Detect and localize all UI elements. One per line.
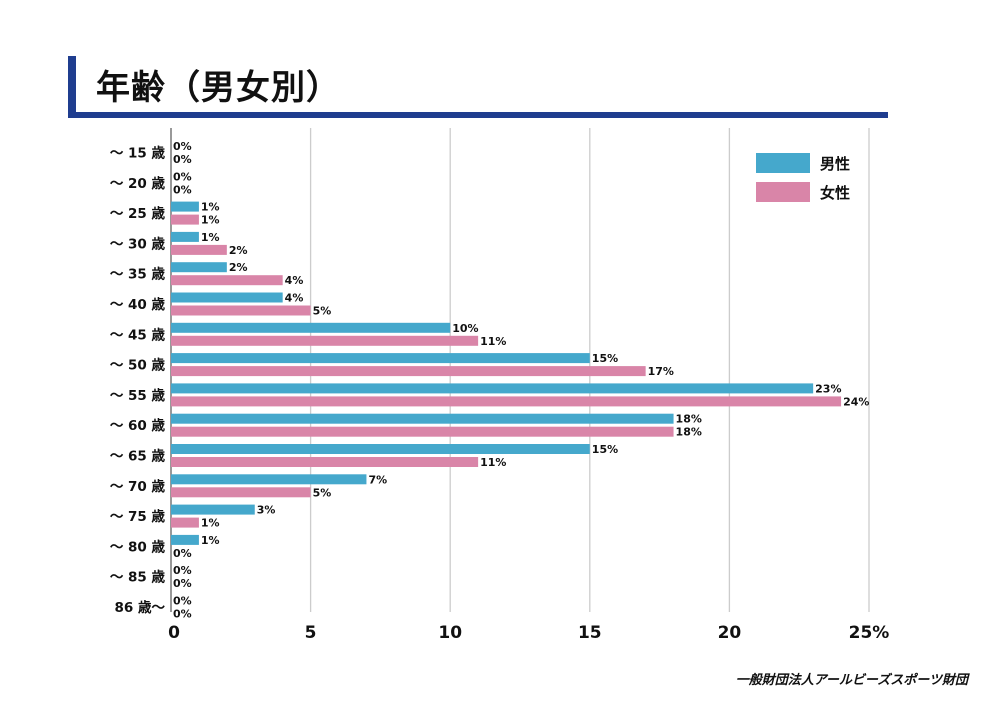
y-category-label: ～ 45 歳 bbox=[110, 326, 166, 343]
y-category-label: ～ 65 歳 bbox=[110, 448, 166, 465]
x-tick-label: 20 bbox=[718, 623, 742, 643]
bar-male bbox=[171, 444, 590, 454]
data-label: 0% bbox=[173, 595, 192, 608]
chart-title-area: 年齢（男女別） bbox=[68, 56, 888, 120]
bar-female bbox=[171, 305, 311, 316]
legend-label-male: 男性 bbox=[820, 155, 850, 173]
bar-female bbox=[171, 517, 199, 528]
legend-swatch-male bbox=[756, 153, 810, 173]
data-label: 1% bbox=[201, 231, 220, 244]
y-category-label: ～ 75 歳 bbox=[110, 508, 166, 525]
bar-male bbox=[171, 201, 199, 212]
bar-male bbox=[171, 534, 199, 545]
title-accent-bar bbox=[68, 56, 76, 118]
bar-male bbox=[171, 474, 367, 485]
data-label: 18% bbox=[676, 413, 702, 426]
data-label: 1% bbox=[201, 214, 220, 227]
data-label: 4% bbox=[285, 274, 304, 287]
bar-male bbox=[171, 262, 227, 273]
y-category-label: ～ 15 歳 bbox=[110, 145, 166, 162]
footer-organization: 一般財団法人アールビーズスポーツ財団 bbox=[735, 673, 968, 688]
bar-male bbox=[171, 231, 199, 242]
data-label: 0% bbox=[173, 547, 192, 560]
y-category-label: ～ 50 歳 bbox=[110, 357, 166, 374]
y-category-label: ～ 20 歳 bbox=[110, 175, 166, 192]
data-label: 24% bbox=[843, 395, 869, 408]
x-tick-label: 5 bbox=[305, 623, 317, 643]
x-tick-label: 25% bbox=[849, 623, 890, 643]
data-label: 7% bbox=[368, 473, 387, 486]
data-label: 5% bbox=[313, 305, 332, 318]
bar-female bbox=[171, 275, 283, 286]
data-label: 0% bbox=[173, 564, 192, 577]
bar-female bbox=[171, 487, 311, 498]
legend-label-female: 女性 bbox=[820, 184, 850, 202]
y-category-label: 86 歳～ bbox=[115, 599, 166, 616]
data-label: 10% bbox=[452, 322, 478, 335]
data-label: 1% bbox=[201, 534, 220, 547]
y-category-label: ～ 60 歳 bbox=[110, 417, 166, 434]
x-tick-label: 0 bbox=[168, 623, 180, 643]
bar-male bbox=[171, 292, 283, 303]
data-label: 4% bbox=[285, 292, 304, 305]
y-category-label: ～ 30 歳 bbox=[110, 235, 166, 252]
data-label: 2% bbox=[229, 261, 248, 274]
data-label: 5% bbox=[313, 486, 332, 499]
data-label: 0% bbox=[173, 170, 192, 183]
y-category-label: ～ 80 歳 bbox=[110, 538, 166, 555]
data-label: 15% bbox=[592, 352, 618, 365]
x-tick-label: 15 bbox=[578, 623, 602, 643]
y-category-label: ～ 85 歳 bbox=[110, 569, 166, 586]
data-label: 15% bbox=[592, 443, 618, 456]
bar-male bbox=[171, 504, 255, 515]
y-category-label: ～ 35 歳 bbox=[110, 266, 166, 283]
y-category-label: ～ 25 歳 bbox=[110, 205, 166, 222]
title-underline bbox=[68, 112, 888, 118]
bar-female bbox=[171, 366, 646, 377]
bar-female bbox=[171, 244, 227, 255]
chart-title: 年齢（男女別） bbox=[96, 68, 341, 108]
y-category-label: ～ 70 歳 bbox=[110, 478, 166, 495]
bar-male bbox=[171, 383, 814, 394]
data-label: 0% bbox=[173, 183, 192, 196]
bar-male bbox=[171, 413, 674, 424]
x-tick-label: 10 bbox=[438, 623, 462, 643]
data-label: 0% bbox=[173, 153, 192, 166]
data-label: 17% bbox=[648, 365, 674, 378]
bar-female bbox=[171, 426, 674, 437]
data-label: 0% bbox=[173, 140, 192, 153]
bar-female bbox=[171, 335, 479, 346]
y-category-label: ～ 55 歳 bbox=[110, 387, 166, 404]
data-label: 2% bbox=[229, 244, 248, 257]
data-label: 0% bbox=[173, 577, 192, 590]
legend-swatch-female bbox=[756, 182, 810, 202]
data-label: 11% bbox=[480, 456, 506, 469]
data-label: 0% bbox=[173, 608, 192, 621]
bar-female bbox=[171, 214, 199, 225]
data-label: 11% bbox=[480, 335, 506, 348]
bar-male bbox=[171, 353, 590, 364]
data-label: 1% bbox=[201, 201, 220, 214]
data-label: 1% bbox=[201, 517, 220, 530]
bar-female bbox=[171, 396, 842, 407]
bar-male bbox=[171, 322, 451, 333]
data-label: 23% bbox=[815, 382, 841, 395]
data-label: 3% bbox=[257, 504, 276, 517]
data-label: 18% bbox=[676, 426, 702, 439]
y-category-label: ～ 40 歳 bbox=[110, 296, 166, 313]
bar-female bbox=[171, 457, 479, 467]
